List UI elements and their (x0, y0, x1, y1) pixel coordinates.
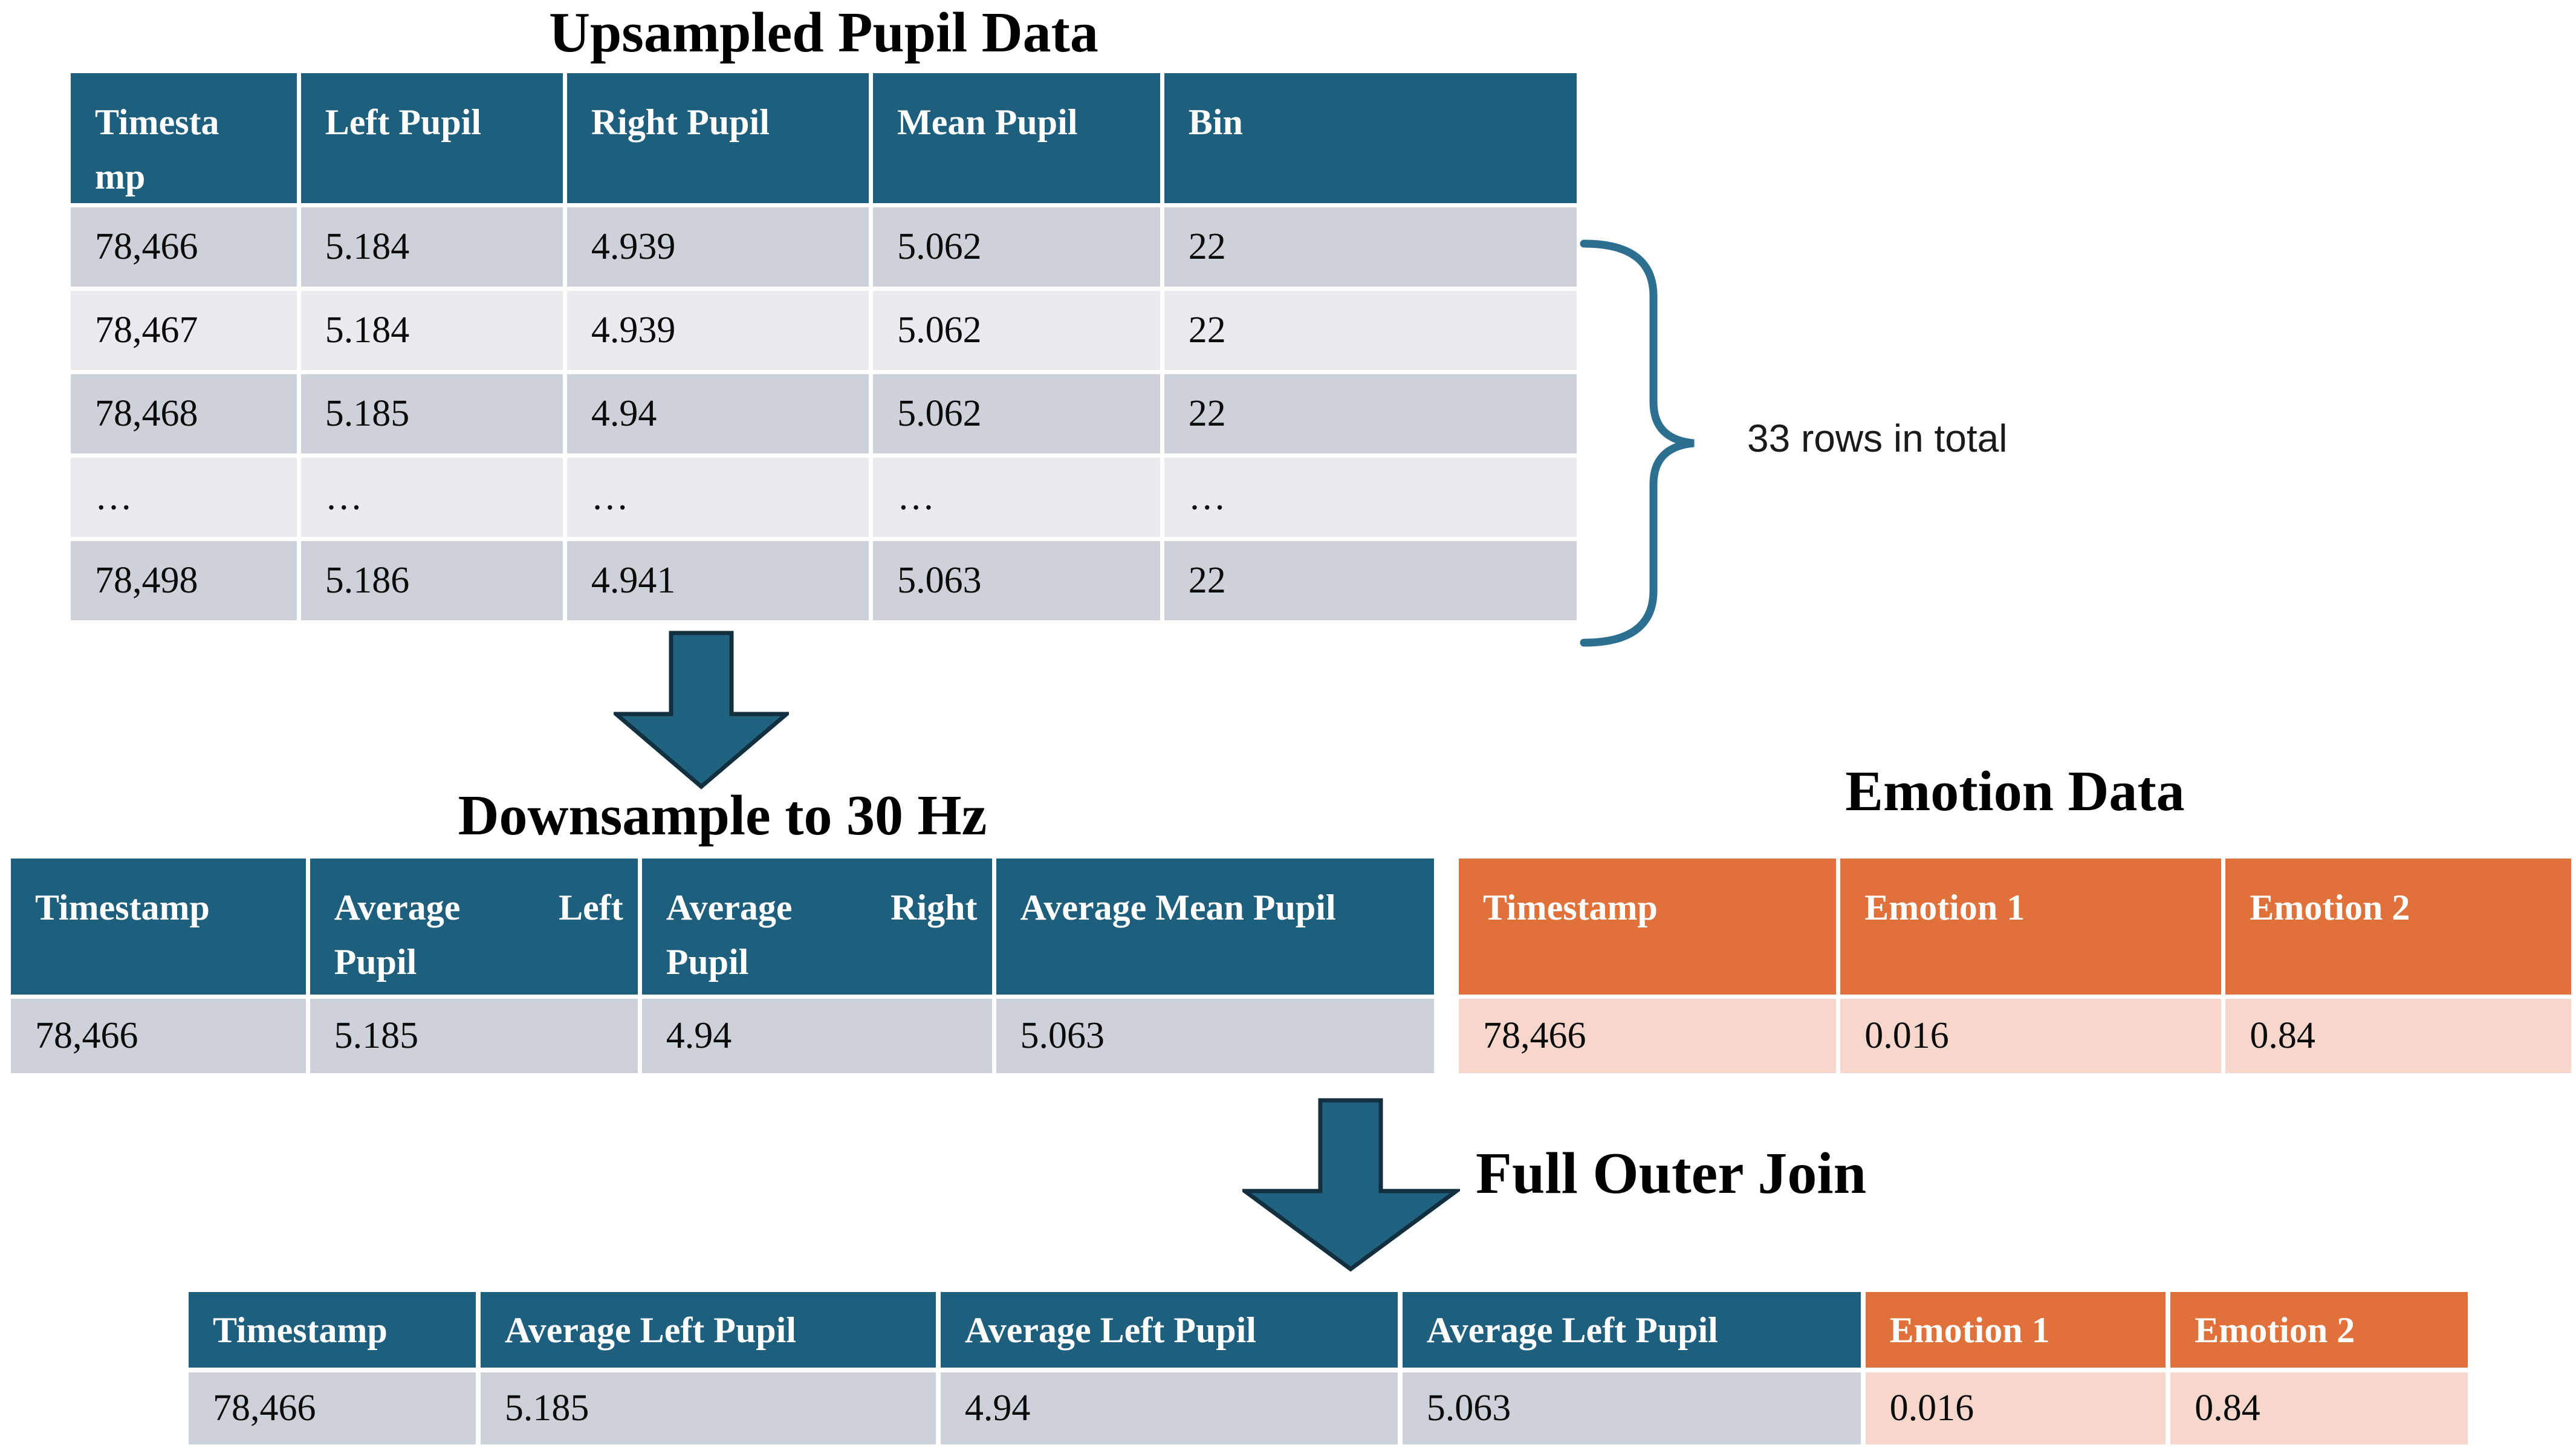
table-cell: 78,468 (71, 374, 297, 453)
table-cell: 78,466 (1459, 999, 1837, 1073)
table-cell: 5.063 (873, 541, 1160, 620)
table-cell: 78,466 (71, 207, 297, 287)
upsampled-table: Timestamp Left Pupil Right Pupil Mean Pu… (71, 73, 1577, 620)
table-cell: 5.063 (1402, 1372, 1861, 1444)
table-cell: … (300, 458, 563, 537)
column-header: Timestamp (1459, 859, 1837, 995)
table-cell: 78,466 (189, 1372, 476, 1444)
table-cell: … (1164, 458, 1577, 537)
table-cell: 5.185 (300, 374, 563, 453)
table-cell: 22 (1164, 207, 1577, 287)
table-cell: 4.939 (566, 291, 869, 370)
table-cell: … (71, 458, 297, 537)
table-cell: 5.062 (873, 374, 1160, 453)
table-cell: 22 (1164, 374, 1577, 453)
column-header: Left Pupil (300, 73, 563, 203)
column-header: Average Left Pupil (480, 1292, 936, 1368)
table-cell: 78,498 (71, 541, 297, 620)
table-cell: 0.016 (1840, 999, 2222, 1073)
column-header: Average Left Pupil (940, 1292, 1398, 1368)
downsample-table-title: Downsample to 30 Hz (458, 784, 987, 847)
table-cell: 0.84 (2225, 999, 2571, 1073)
downsample-table: Timestamp Average Left Pupil Average Rig… (11, 859, 1434, 1073)
column-header: Timestamp (71, 73, 297, 203)
column-header: Mean Pupil (873, 73, 1160, 203)
down-arrow-icon (614, 631, 789, 790)
column-header: Right Pupil (566, 73, 869, 203)
table-cell: 5.062 (873, 207, 1160, 287)
column-header: Average Mean Pupil (996, 859, 1434, 995)
table-cell: 4.94 (641, 999, 992, 1073)
column-header: Average Left Pupil (310, 859, 638, 995)
table-cell: 4.941 (566, 541, 869, 620)
table-cell: 5.184 (300, 291, 563, 370)
table-cell: 5.185 (480, 1372, 936, 1444)
table-cell: 5.062 (873, 291, 1160, 370)
join-table: Timestamp Average Left Pupil Average Lef… (189, 1292, 2468, 1444)
table-cell: 22 (1164, 291, 1577, 370)
column-header: Timestamp (189, 1292, 476, 1368)
table-cell: … (566, 458, 869, 537)
table-cell: 4.94 (940, 1372, 1398, 1444)
table-cell: 22 (1164, 541, 1577, 620)
table-cell: 4.94 (566, 374, 869, 453)
table-cell: 0.016 (1865, 1372, 2166, 1444)
upsampled-table-title: Upsampled Pupil Data (549, 1, 1098, 64)
column-header: Bin (1164, 73, 1577, 203)
table-cell: 5.186 (300, 541, 563, 620)
table-cell: 5.063 (996, 999, 1434, 1073)
column-header: Average Left Pupil (1402, 1292, 1861, 1368)
table-cell: 78,467 (71, 291, 297, 370)
emotion-table: Timestamp Emotion 1 Emotion 2 78,466 0.0… (1459, 859, 2571, 1073)
column-header: Timestamp (11, 859, 306, 995)
brace-icon (1580, 239, 1695, 647)
table-cell: … (873, 458, 1160, 537)
down-arrow-icon (1242, 1098, 1460, 1272)
table-cell: 0.84 (2170, 1372, 2468, 1444)
emotion-table-title: Emotion Data (1845, 760, 2185, 823)
column-header: Emotion 1 (1840, 859, 2222, 995)
table-cell: 5.184 (300, 207, 563, 287)
column-header: Emotion 1 (1865, 1292, 2166, 1368)
column-header: Emotion 2 (2170, 1292, 2468, 1368)
table-cell: 78,466 (11, 999, 306, 1073)
table-cell: 5.185 (310, 999, 638, 1073)
table-cell: 4.939 (566, 207, 869, 287)
column-header: Average Right Pupil (641, 859, 992, 995)
column-header: Emotion 2 (2225, 859, 2571, 995)
join-operation-label: Full Outer Join (1476, 1141, 1867, 1206)
row-count-annotation: 33 rows in total (1747, 417, 2008, 460)
